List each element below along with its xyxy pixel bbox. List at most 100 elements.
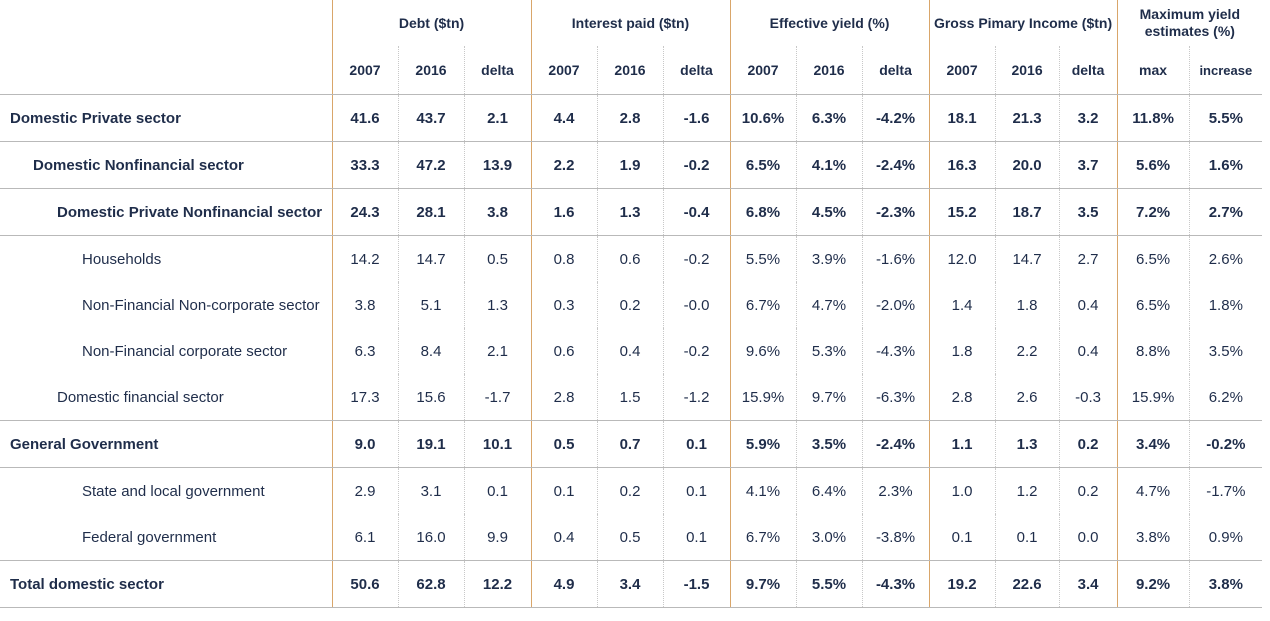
table-cell: -1.7% xyxy=(1188,467,1263,514)
table-cell: 20.0 xyxy=(994,141,1060,189)
table-cell: 7.2% xyxy=(1116,188,1190,236)
table-cell: 6.5% xyxy=(1116,282,1190,328)
table-cell: 8.8% xyxy=(1116,328,1190,374)
table-cell: -4.2% xyxy=(861,94,930,142)
table-cell: 4.1% xyxy=(729,467,797,514)
table-cell: -2.0% xyxy=(861,282,930,328)
subheader: max xyxy=(1116,46,1190,95)
table-cell: 1.0 xyxy=(928,467,996,514)
table-cell: 1.3 xyxy=(596,188,663,236)
table-cell: 9.6% xyxy=(729,328,797,374)
table-cell: 6.1 xyxy=(331,514,398,561)
table-cell: 0.6 xyxy=(596,235,663,282)
group-header-yield: Effective yield (%) xyxy=(729,0,930,46)
table-cell: 0.5 xyxy=(596,514,663,561)
table-cell: 0.2 xyxy=(596,282,663,328)
sector-debt-table: Debt ($tn) Interest paid ($tn) Effective… xyxy=(0,0,1263,608)
table-cell: 5.6% xyxy=(1116,141,1190,189)
table-cell: 0.1 xyxy=(662,420,731,468)
table-cell: 6.2% xyxy=(1188,374,1263,421)
table-cell: -0.2 xyxy=(662,141,731,189)
table-cell: -2.4% xyxy=(861,141,930,189)
table-cell: 62.8 xyxy=(397,560,464,608)
table-cell: 0.6 xyxy=(530,328,597,374)
table-cell: -2.3% xyxy=(861,188,930,236)
table-cell: 0.2 xyxy=(1058,420,1118,468)
table-cell: 2.8 xyxy=(928,374,996,421)
table-cell: 50.6 xyxy=(331,560,398,608)
subheader: 2007 xyxy=(530,46,597,95)
table-cell: 28.1 xyxy=(397,188,464,236)
table-cell: 1.6% xyxy=(1188,141,1263,189)
table-cell: 3.8 xyxy=(463,188,531,236)
table-cell: 0.7 xyxy=(596,420,663,468)
table-cell: 2.6 xyxy=(994,374,1060,421)
table-cell: 2.1 xyxy=(463,328,531,374)
table-cell: 0.1 xyxy=(530,467,597,514)
group-header-max: Maximum yield estimates (%) xyxy=(1116,0,1263,46)
table-row: Federal government 6.1 16.0 9.9 0.4 0.5 … xyxy=(0,514,1263,561)
table-cell: 5.5% xyxy=(795,560,863,608)
row-label: Domestic financial sector xyxy=(0,374,332,421)
subheader: 2007 xyxy=(331,46,398,95)
table-cell: 0.4 xyxy=(530,514,597,561)
table-cell: -6.3% xyxy=(861,374,930,421)
table-cell: 5.5% xyxy=(729,235,797,282)
subheader: delta xyxy=(662,46,731,95)
subheader: 2016 xyxy=(994,46,1060,95)
table-cell: 4.7% xyxy=(1116,467,1190,514)
row-label: Non-Financial corporate sector xyxy=(82,342,288,360)
table-row: Domestic financial sector 17.3 15.6 -1.7… xyxy=(0,374,1263,421)
table-cell: 10.1 xyxy=(463,420,531,468)
table-cell: -4.3% xyxy=(861,328,930,374)
table-cell: 11.8% xyxy=(1116,94,1190,142)
row-label: State and local government xyxy=(82,482,265,500)
table-cell: -1.7 xyxy=(463,374,531,421)
table-cell: 15.9% xyxy=(729,374,797,421)
table-cell: 4.1% xyxy=(795,141,863,189)
subheader: 2016 xyxy=(795,46,863,95)
table-cell: 17.3 xyxy=(331,374,398,421)
table-cell: 18.7 xyxy=(994,188,1060,236)
table-cell: 0.4 xyxy=(1058,328,1118,374)
table-cell: 3.4% xyxy=(1116,420,1190,468)
table-cell: 0.2 xyxy=(596,467,663,514)
table-cell: 0.0 xyxy=(1058,514,1118,561)
table-cell: 0.1 xyxy=(662,514,731,561)
table-cell: 3.1 xyxy=(397,467,464,514)
subheader-label-cell xyxy=(0,46,332,95)
table-cell: 1.8 xyxy=(994,282,1060,328)
table-cell: 10.6% xyxy=(729,94,797,142)
table-cell: -0.4 xyxy=(662,188,731,236)
table-cell: 4.4 xyxy=(530,94,597,142)
table-cell: 3.8% xyxy=(1188,560,1263,608)
table-cell: -0.0 xyxy=(662,282,731,328)
table-cell: 2.8 xyxy=(530,374,597,421)
group-header-interest: Interest paid ($tn) xyxy=(530,0,731,46)
table-cell: 2.3% xyxy=(861,467,930,514)
table-cell: -1.6 xyxy=(662,94,731,142)
table-cell: -0.2% xyxy=(1188,420,1263,468)
table-cell: -4.3% xyxy=(861,560,930,608)
table-cell: -0.3 xyxy=(1058,374,1118,421)
table-cell: 2.6% xyxy=(1188,235,1263,282)
table-cell: 5.5% xyxy=(1188,94,1263,142)
table-cell: 3.9% xyxy=(795,235,863,282)
table-cell: 0.3 xyxy=(530,282,597,328)
table-cell: 4.7% xyxy=(795,282,863,328)
table-cell: 6.3 xyxy=(331,328,398,374)
table-cell: 6.4% xyxy=(795,467,863,514)
table-cell: 13.9 xyxy=(463,141,531,189)
table-cell: 5.1 xyxy=(397,282,464,328)
table-cell: 0.9% xyxy=(1188,514,1263,561)
table-cell: 1.3 xyxy=(463,282,531,328)
subheader: 2007 xyxy=(928,46,996,95)
table-cell: 3.2 xyxy=(1058,94,1118,142)
table-cell: 3.7 xyxy=(1058,141,1118,189)
table-cell: 22.6 xyxy=(994,560,1060,608)
table-cell: 4.9 xyxy=(530,560,597,608)
table-cell: 47.2 xyxy=(397,141,464,189)
table-cell: 6.5% xyxy=(1116,235,1190,282)
table-cell: 24.3 xyxy=(331,188,398,236)
table-row: General Government 9.0 19.1 10.1 0.5 0.7… xyxy=(0,420,1263,468)
